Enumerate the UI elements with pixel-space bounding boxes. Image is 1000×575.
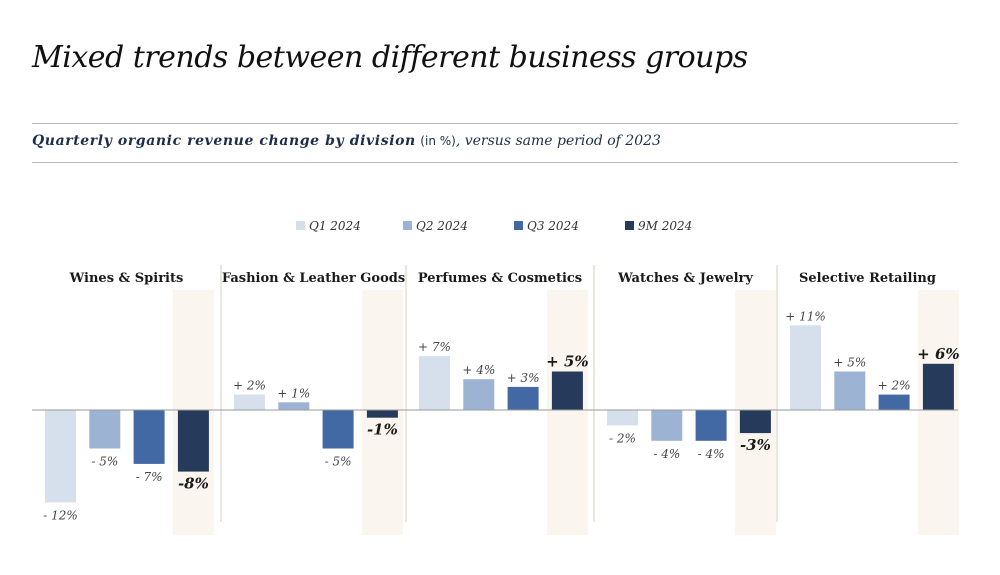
- bar-fashion-and-leather-goods-9m-2024: [366, 410, 398, 418]
- group-title-wines-and-spirits: Wines & Spirits: [69, 271, 184, 286]
- data-label-wines-and-spirits-q3-2024: - 7%: [136, 470, 163, 484]
- data-label-fashion-and-leather-goods-q2-2024: + 1%: [277, 386, 310, 400]
- data-label-selective-retailing-q1-2024: + 11%: [785, 309, 826, 323]
- legend-swatch-q1-2024: [296, 221, 305, 230]
- bar-wines-and-spirits-q1-2024: [45, 410, 76, 503]
- legend-label-q3-2024: Q3 2024: [527, 219, 579, 233]
- bar-wines-and-spirits-q2-2024: [89, 410, 121, 449]
- data-label-selective-retailing-q2-2024: + 5%: [833, 356, 866, 370]
- data-label-watches-and-jewelry-q2-2024: - 4%: [653, 447, 680, 461]
- bar-watches-and-jewelry-q2-2024: [651, 410, 683, 441]
- group-title-fashion-and-leather-goods: Fashion & Leather Goods: [222, 271, 405, 286]
- data-label-fashion-and-leather-goods-9m-2024: -1%: [367, 421, 398, 439]
- bar-fashion-and-leather-goods-q1-2024: [234, 394, 265, 410]
- bar-selective-retailing-q2-2024: [834, 371, 866, 410]
- data-label-selective-retailing-9m-2024: + 6%: [917, 345, 959, 363]
- legend-swatch-q2-2024: [403, 221, 412, 230]
- bar-selective-retailing-q1-2024: [790, 325, 821, 410]
- legend-swatch-q3-2024: [514, 221, 523, 230]
- bar-selective-retailing-q3-2024: [878, 394, 910, 410]
- chart-subtitle: Quarterly organic revenue change by divi…: [32, 133, 661, 149]
- bar-perfumes-and-cosmetics-q1-2024: [419, 356, 450, 410]
- legend-label-q2-2024: Q2 2024: [416, 219, 468, 233]
- subtitle-unit: (in %): [420, 134, 456, 148]
- bar-perfumes-and-cosmetics-9m-2024: [551, 371, 583, 410]
- bar-wines-and-spirits-9m-2024: [177, 410, 209, 472]
- data-label-perfumes-and-cosmetics-9m-2024: + 5%: [546, 353, 588, 371]
- data-label-wines-and-spirits-9m-2024: -8%: [178, 475, 209, 493]
- data-label-perfumes-and-cosmetics-q3-2024: + 3%: [507, 371, 540, 385]
- page-title: Mixed trends between different business …: [32, 40, 748, 75]
- legend-label-9m-2024: 9M 2024: [638, 219, 692, 233]
- top-rule: [32, 123, 958, 124]
- bar-watches-and-jewelry-q3-2024: [695, 410, 727, 441]
- bar-watches-and-jewelry-q1-2024: [607, 410, 638, 426]
- data-label-perfumes-and-cosmetics-q2-2024: + 4%: [462, 363, 495, 377]
- subtitle-rest: , versus same period of 2023: [455, 133, 661, 149]
- bar-selective-retailing-9m-2024: [922, 363, 954, 410]
- data-label-wines-and-spirits-q2-2024: - 5%: [91, 455, 118, 469]
- bar-watches-and-jewelry-9m-2024: [739, 410, 771, 434]
- bar-wines-and-spirits-q3-2024: [133, 410, 165, 464]
- data-label-fashion-and-leather-goods-q1-2024: + 2%: [233, 379, 266, 393]
- data-label-fashion-and-leather-goods-q3-2024: - 5%: [325, 455, 352, 469]
- bar-perfumes-and-cosmetics-q3-2024: [507, 386, 539, 410]
- legend-label-q1-2024: Q1 2024: [309, 219, 361, 233]
- data-label-watches-and-jewelry-9m-2024: -3%: [740, 436, 771, 454]
- bar-fashion-and-leather-goods-q3-2024: [322, 410, 354, 449]
- group-title-selective-retailing: Selective Retailing: [799, 271, 936, 286]
- data-label-perfumes-and-cosmetics-q1-2024: + 7%: [418, 340, 451, 354]
- data-label-watches-and-jewelry-q1-2024: - 2%: [609, 431, 636, 445]
- highlight-band-perfumes-and-cosmetics: [546, 290, 588, 535]
- subtitle-lead: Quarterly organic revenue change by divi…: [32, 133, 416, 149]
- data-label-watches-and-jewelry-q3-2024: - 4%: [698, 447, 725, 461]
- group-title-watches-and-jewelry: Watches & Jewelry: [617, 271, 753, 286]
- data-label-selective-retailing-q3-2024: + 2%: [878, 379, 911, 393]
- bar-fashion-and-leather-goods-q2-2024: [278, 402, 310, 410]
- bottom-rule: [32, 162, 958, 163]
- bar-perfumes-and-cosmetics-q2-2024: [463, 379, 495, 410]
- group-title-perfumes-and-cosmetics: Perfumes & Cosmetics: [418, 271, 582, 286]
- highlight-band-selective-retailing: [917, 290, 959, 535]
- legend-swatch-9m-2024: [625, 221, 634, 230]
- data-label-wines-and-spirits-q1-2024: - 12%: [43, 508, 78, 522]
